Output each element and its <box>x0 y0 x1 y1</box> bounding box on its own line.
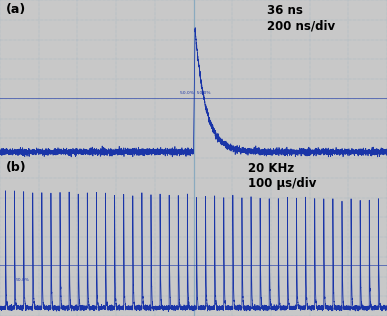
Text: 50.0%: 50.0% <box>15 278 29 282</box>
Text: (a): (a) <box>6 3 26 16</box>
Text: 50.0%  50.0%: 50.0% 50.0% <box>180 92 211 95</box>
Text: 20 KHz
100 μs/div: 20 KHz 100 μs/div <box>248 162 316 190</box>
Text: (b): (b) <box>6 161 26 173</box>
Text: 36 ns
200 ns/div: 36 ns 200 ns/div <box>267 4 335 32</box>
